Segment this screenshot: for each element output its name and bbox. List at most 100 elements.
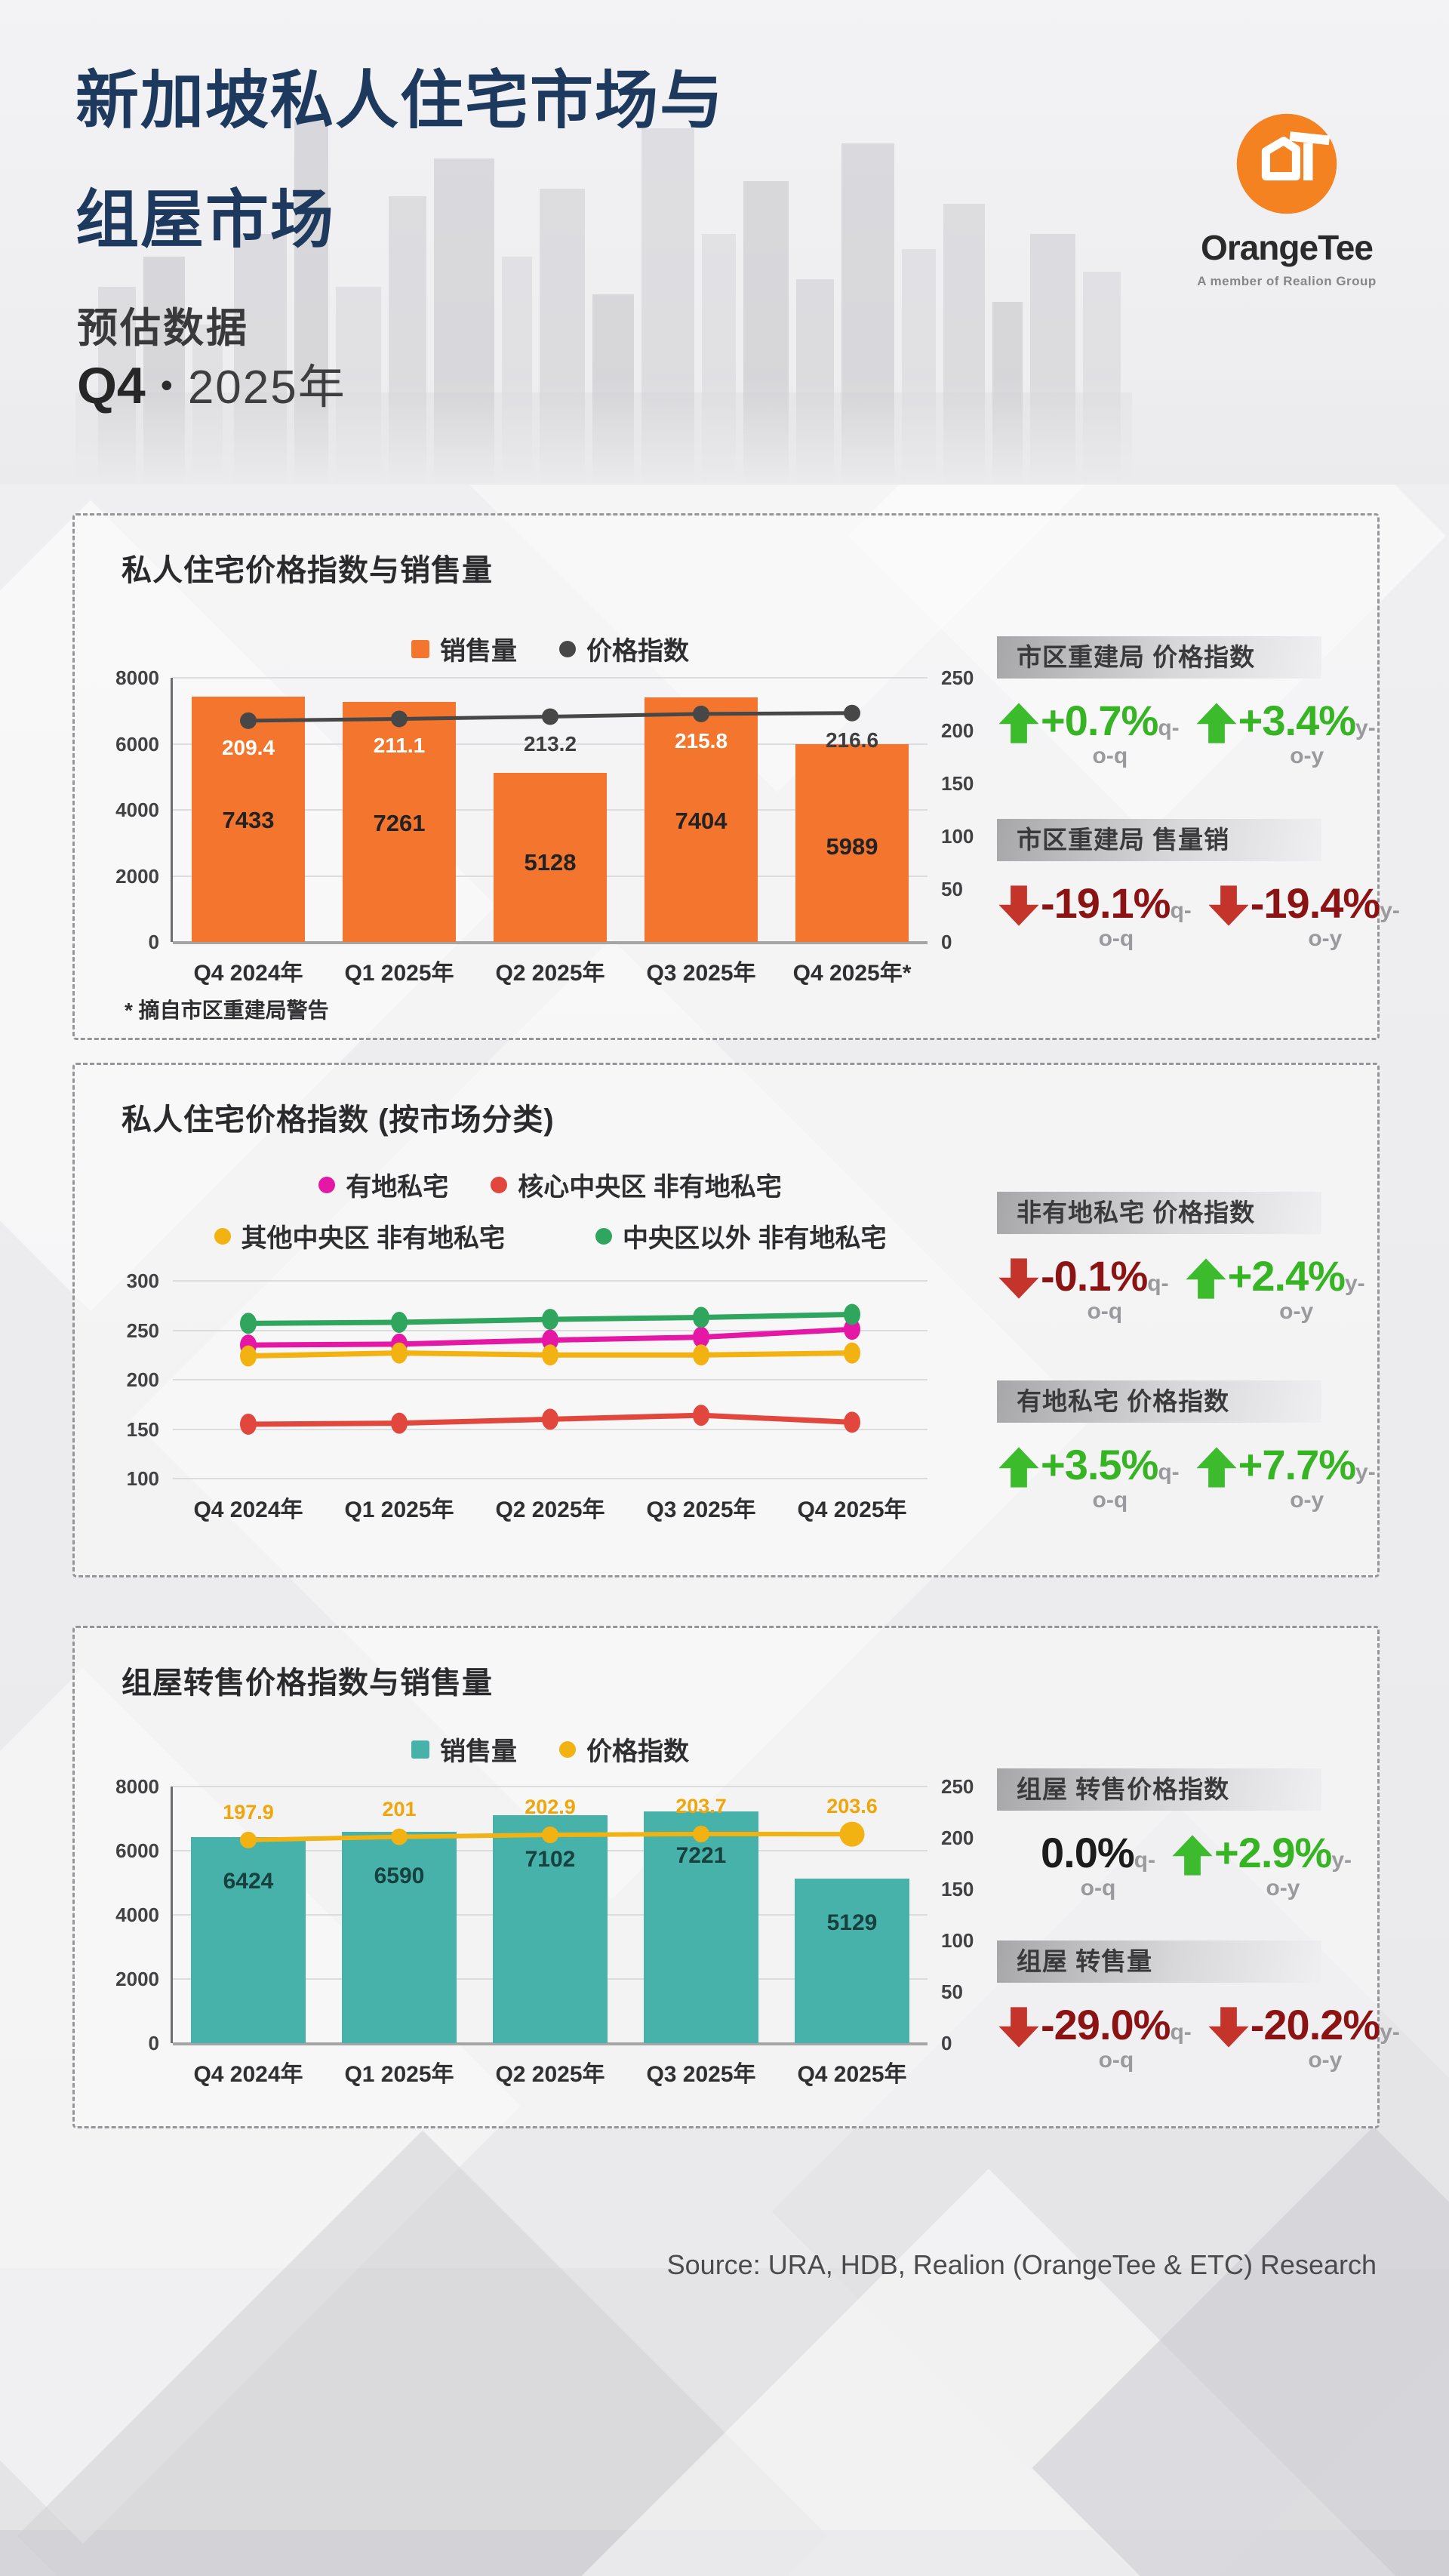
bar-value-label: 6590 xyxy=(374,1863,425,1888)
private-index-by-market-chart: 100 150 200 250 300 Q4 2024年 Q1 2025年 Q2 2025年 Q… xyxy=(127,1270,928,1522)
stat-period: q-o-q xyxy=(1092,716,1180,768)
panel-private-price-volume: 私人住宅价格指数与销售量 销售量 价格指数 0 2000 4000 6000 8000 0… xyxy=(72,513,1400,1040)
left-axis-tick: 200 xyxy=(126,1368,159,1391)
stat-qoq: -19.1%q-o-q xyxy=(997,881,1192,952)
trend-arrow-icon xyxy=(1171,1833,1214,1877)
right-axis-tick: 250 xyxy=(941,1775,974,1798)
category-label: Q4 2024年 xyxy=(193,1497,303,1522)
right-axis-tick: 0 xyxy=(941,2032,952,2054)
stat-period: y-o-y xyxy=(1266,1848,1352,1900)
stat-period: y-o-y xyxy=(1308,898,1400,951)
right-axis-tick: 250 xyxy=(941,666,974,689)
stat-value: +3.4% xyxy=(1238,697,1356,744)
left-axis-tick: 4000 xyxy=(115,799,159,821)
stat-qoq: 0.0%q-o-q xyxy=(997,1830,1155,1901)
chart-legend-row2: 其他中央区 非有地私宅 中央区以外 非有地私宅 xyxy=(173,1217,928,1254)
grid-line xyxy=(173,1379,928,1380)
right-axis-tick: 150 xyxy=(941,1878,974,1900)
category-label: Q2 2025年 xyxy=(495,1497,605,1522)
legend-item-ccr: 核心中央区 非有地私宅 xyxy=(491,1166,782,1203)
legend-item-sales: 销售量 xyxy=(411,1731,517,1768)
stat-group-landed-index: 有地私宅 价格指数 +3.5%q-o-q +7.7%y-o-y xyxy=(997,1380,1376,1513)
header: 新加坡私人住宅市场与 组屋市场 预估数据 Q4 • 2025年 OrangeTe… xyxy=(0,0,1449,485)
bar xyxy=(191,1836,306,2043)
left-axis-line xyxy=(171,678,173,942)
right-axis-tick: 200 xyxy=(941,719,974,742)
legend-label: 销售量 xyxy=(440,1737,517,1766)
bar xyxy=(795,1879,909,2043)
stat-value: -19.4% xyxy=(1250,879,1380,927)
category-label: Q4 2025年 xyxy=(797,2062,907,2087)
legend-item-rcr: 其他中央区 非有地私宅 xyxy=(214,1217,505,1254)
stats-column: 非有地私宅 价格指数 -0.1%q-o-q +2.4%y-o-y 有地私宅 价格… xyxy=(997,1065,1376,1575)
trend-arrow-icon xyxy=(1195,701,1238,745)
page-title-line2: 组屋市场 xyxy=(75,184,336,255)
legend-label: 价格指数 xyxy=(586,637,689,666)
stat-header: 有地私宅 价格指数 xyxy=(997,1380,1321,1423)
left-axis-tick: 6000 xyxy=(115,1839,159,1862)
stat-qoq: -0.1%q-o-q xyxy=(997,1254,1169,1325)
bar xyxy=(494,772,607,942)
left-axis-tick: 6000 xyxy=(115,732,159,756)
grid-line xyxy=(173,2042,928,2045)
trend-arrow-icon xyxy=(1184,1257,1228,1300)
stat-qoq: +0.7%q-o-q xyxy=(997,698,1180,769)
stat-period: q-o-q xyxy=(1098,2020,1192,2073)
line-value-label: 203.7 xyxy=(675,1794,727,1817)
trend-arrow-icon xyxy=(997,1445,1041,1489)
left-axis-tick: 300 xyxy=(126,1270,159,1292)
chart-legend: 销售量 价格指数 xyxy=(173,1731,928,1768)
bar-value-label: 7221 xyxy=(675,1843,727,1869)
trend-arrow-icon xyxy=(1207,2005,1251,2049)
page-title-line1: 新加坡私人住宅市场与 xyxy=(75,65,725,136)
line-value-label: 209.4 xyxy=(221,735,275,759)
sales-swatch-icon xyxy=(411,639,429,658)
stat-row: 0.0%q-o-q +2.9%y-o-y xyxy=(997,1830,1352,1901)
panel-private-index-by-market: 私人住宅价格指数 (按市场分类) 有地私宅 核心中央区 非有地私宅 其他中央区 … xyxy=(72,1063,1380,1577)
brand-name: OrangeTee xyxy=(1201,228,1374,267)
category-label: Q3 2025年 xyxy=(646,961,756,986)
line-value-label: 213.2 xyxy=(523,731,577,756)
right-axis-tick: 50 xyxy=(941,878,963,900)
stat-group-nonlanded-index: 非有地私宅 价格指数 -0.1%q-o-q +2.4%y-o-y xyxy=(997,1192,1365,1325)
legend-label: 其他中央区 非有地私宅 xyxy=(241,1224,505,1253)
grid-line xyxy=(173,941,928,944)
left-axis-tick: 8000 xyxy=(115,666,159,689)
stat-yoy: +3.4%y-o-y xyxy=(1195,698,1376,769)
legend-label: 价格指数 xyxy=(586,1737,689,1766)
quarter-row: Q4 • 2025年 xyxy=(77,349,346,417)
chart-footnote: * 摘自市区重建局警告 xyxy=(125,999,329,1022)
right-axis-tick: 50 xyxy=(941,1980,963,2003)
category-label: Q2 2025年 xyxy=(495,2062,605,2087)
left-axis-tick: 0 xyxy=(148,931,159,953)
source-note: Source: URA, HDB, Realion (OrangeTee & E… xyxy=(666,2249,1377,2280)
left-axis-line xyxy=(171,1787,173,2043)
stat-group-hdb-index: 组屋 转售价格指数 0.0%q-o-q +2.9%y-o-y xyxy=(997,1768,1352,1901)
stat-header: 组屋 转售价格指数 xyxy=(997,1768,1321,1811)
panel-hdb-resale: 组屋转售价格指数与销售量 销售量 价格指数 0 2000 4000 6000 8000 0… xyxy=(72,1626,1400,2128)
category-label: Q4 2024年 xyxy=(193,2062,303,2087)
bar-value-label: 5128 xyxy=(524,848,577,876)
bar xyxy=(493,1815,608,2043)
stat-group-hdb-volume: 组屋 转售量 -29.0%q-o-q -20.2%y-o-y xyxy=(997,1940,1400,2073)
line-series xyxy=(240,1303,860,1435)
line-value-label: 203.6 xyxy=(826,1795,878,1818)
bar xyxy=(343,702,456,942)
panel-title: 私人住宅价格指数 (按市场分类) xyxy=(122,1103,555,1137)
grid-line xyxy=(173,677,928,679)
stat-value: -29.0% xyxy=(1041,2001,1171,2048)
trend-arrow-icon xyxy=(1195,1445,1238,1489)
line-value-label: 211.1 xyxy=(373,734,426,758)
stat-header: 非有地私宅 价格指数 xyxy=(997,1192,1321,1234)
legend-item-ocr: 中央区以外 非有地私宅 xyxy=(595,1217,886,1254)
ocr-swatch-icon xyxy=(595,1227,612,1245)
stat-header: 市区重建局 价格指数 xyxy=(997,636,1321,679)
stat-period: y-o-y xyxy=(1308,2020,1400,2073)
stat-value: +0.7% xyxy=(1041,697,1158,744)
bar xyxy=(192,696,305,942)
ccr-swatch-icon xyxy=(491,1176,508,1193)
bar-value-label: 7433 xyxy=(222,807,275,834)
line-series xyxy=(240,1821,865,1848)
stat-value: +2.4% xyxy=(1227,1252,1346,1300)
